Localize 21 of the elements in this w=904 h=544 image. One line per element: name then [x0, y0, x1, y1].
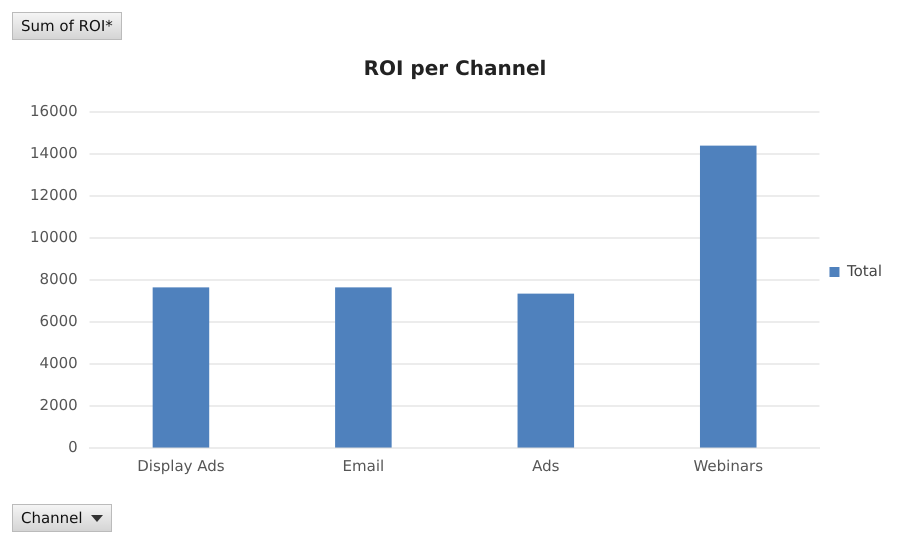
x-tick-label: Ads — [532, 456, 560, 475]
bar — [700, 146, 757, 448]
legend-label: Total — [846, 262, 882, 280]
y-tick-label: 4000 — [40, 354, 78, 372]
y-tick-label: 2000 — [40, 396, 78, 414]
x-tick-label: Webinars — [693, 456, 764, 475]
y-tick-label: 0 — [68, 438, 78, 456]
bar — [152, 287, 210, 448]
y-tick-label: 8000 — [40, 270, 78, 288]
x-tick-label: Email — [342, 456, 384, 475]
y-tick-label: 6000 — [40, 312, 78, 330]
chart-title: ROI per Channel — [364, 56, 546, 80]
text: Sum of ROI* — [21, 17, 113, 35]
bar — [335, 287, 392, 448]
y-tick-label: 10000 — [30, 228, 78, 246]
y-tick-label: 12000 — [30, 186, 78, 204]
bar — [518, 294, 574, 448]
text: Channel — [21, 509, 83, 527]
x-tick-label: Display Ads — [137, 456, 225, 475]
y-tick-label: 16000 — [30, 102, 78, 120]
y-tick-label: 14000 — [30, 144, 78, 162]
